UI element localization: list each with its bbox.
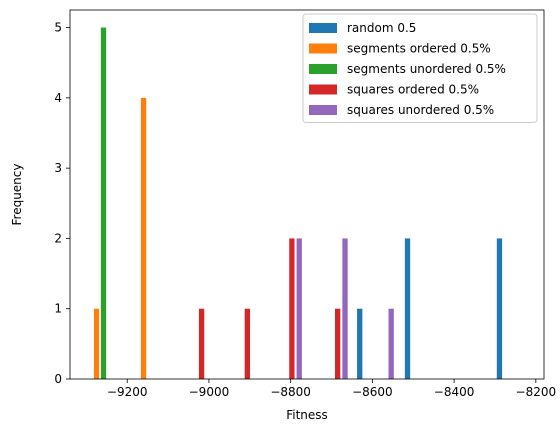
x-tick-label: −8200	[516, 385, 557, 399]
y-axis-label: Frequency	[10, 164, 24, 226]
legend-entry: segments ordered 0.5%	[347, 42, 491, 56]
bar	[342, 238, 347, 379]
legend-entry: squares unordered 0.5%	[347, 103, 494, 117]
x-tick-label: −8800	[270, 385, 311, 399]
legend: random 0.5 segments ordered 0.5% segments …	[303, 14, 537, 123]
x-tick-label: −8400	[434, 385, 475, 399]
x-axis-ticks: −9200 −9000 −8800 −8600 −8400 −8200	[107, 379, 556, 399]
legend-swatch	[309, 64, 337, 74]
x-axis-label: Fitness	[286, 408, 328, 422]
legend-entry: squares ordered 0.5%	[347, 83, 479, 97]
y-axis-ticks: 0 1 2 3 4 5	[54, 21, 70, 386]
y-tick-label: 5	[54, 21, 62, 35]
bar	[497, 238, 502, 379]
bar	[335, 309, 340, 379]
x-tick-label: −8600	[352, 385, 393, 399]
bar	[141, 98, 146, 379]
bar	[245, 309, 250, 379]
bar	[101, 28, 106, 379]
y-tick-label: 2	[54, 231, 62, 245]
legend-entry: random 0.5	[347, 21, 416, 35]
legend-swatch	[309, 85, 337, 95]
x-tick-label: −9000	[189, 385, 230, 399]
legend-entry: segments unordered 0.5%	[347, 62, 506, 76]
x-tick-label: −9200	[107, 385, 148, 399]
bar	[389, 309, 394, 379]
y-tick-label: 0	[54, 372, 62, 386]
y-tick-label: 4	[54, 91, 62, 105]
bar	[94, 309, 99, 379]
bar	[405, 238, 410, 379]
y-tick-label: 3	[54, 161, 62, 175]
y-tick-label: 1	[54, 302, 62, 316]
bar	[199, 309, 204, 379]
legend-swatch	[309, 105, 337, 115]
bar	[289, 238, 294, 379]
legend-swatch	[309, 44, 337, 54]
bar	[297, 238, 302, 379]
bar	[357, 309, 362, 379]
legend-swatch	[309, 23, 337, 33]
